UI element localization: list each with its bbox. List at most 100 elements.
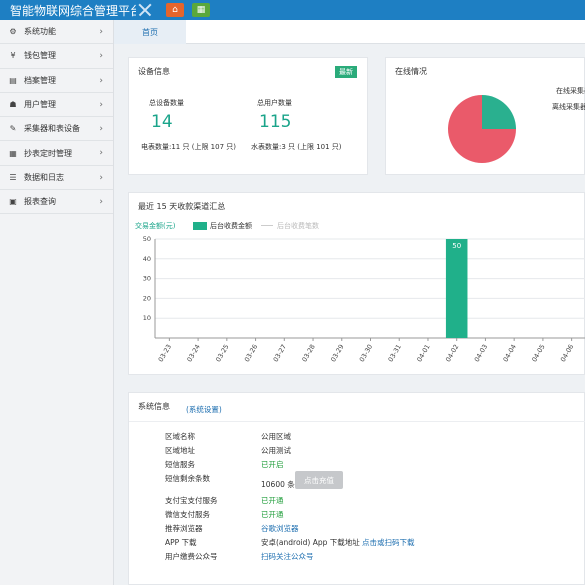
system-row-value: 已开通 [261, 510, 284, 519]
archive-icon: ▤ [9, 75, 17, 85]
x-tick-label: 04-06 [559, 343, 575, 363]
x-tick-label: 03-31 [387, 343, 403, 363]
users-icon: ☗ [9, 100, 17, 110]
sidebar-item-label: 档案管理 [24, 75, 56, 85]
system-row-value[interactable]: 扫码关注公众号 [261, 552, 314, 561]
system-info-panel: 系统信息 (系统设置) 区域名称 公用区域 区域地址 公用测试 短信服务 已开启 短信剩余条… [128, 392, 585, 585]
sidebar-item-label: 数据和日志 [24, 172, 64, 182]
electric-meter-info: 电表数量:11 只 (上限 107 只) [141, 143, 236, 151]
x-tick-label: 03-30 [358, 343, 374, 363]
chevron-right-icon: › [99, 148, 103, 159]
tab-home[interactable]: 首页 [114, 20, 186, 44]
sidebar-item-0[interactable]: ⚙ 系统功能 › [0, 20, 113, 45]
sidebar-item-7[interactable]: ▣ 报表查询 › [0, 190, 113, 215]
chevron-right-icon: › [99, 27, 103, 37]
tab-bar: 首页 [114, 20, 585, 44]
wrench-icon: ✎ [9, 124, 17, 134]
system-row-label: 区域地址 [165, 446, 195, 455]
x-tick-label: 04-05 [530, 343, 546, 363]
y-axis-label: 交易金额(元) [135, 222, 176, 230]
legend-swatch-amount [193, 222, 207, 230]
sidebar-item-2[interactable]: ▤ 档案管理 › [0, 69, 113, 93]
water-meter-info: 水表数量:3 只 (上限 101 只) [251, 143, 342, 151]
bar-chart: 10 20 30 40 50 03-23 03-24 03-25 03-26 03-27 03-28… [143, 235, 585, 363]
x-tick-label: 04-04 [502, 343, 518, 363]
chart-title: 最近 15 天收款渠道汇总 [138, 202, 226, 211]
close-icon[interactable] [136, 2, 152, 18]
chevron-right-icon: › [99, 99, 103, 110]
device-info-title: 设备信息 [138, 67, 170, 76]
legend-offline: 离线采集器 [552, 103, 585, 111]
system-row-value: 公用测试 [261, 446, 291, 455]
chevron-right-icon: › [99, 51, 103, 62]
sidebar-item-label: 钱包管理 [24, 51, 56, 61]
sidebar-item-5[interactable]: ▦ 抄表定时管理 › [0, 141, 113, 166]
chevron-right-icon: › [99, 172, 103, 183]
system-row-label: 支付宝支付服务 [165, 496, 218, 505]
payment-chart-panel: 最近 15 天收款渠道汇总 交易金额(元) 后台收费金额 后台收费笔数 10 20… [128, 192, 585, 375]
yen-icon: ¥ [10, 51, 16, 61]
online-status-panel: 在线情况 在线采集器 离线采集器 [385, 57, 585, 175]
gears-icon: ⚙ [9, 27, 17, 37]
chevron-right-icon: › [99, 197, 103, 208]
pie-slice-online [482, 95, 516, 129]
sidebar-item-4[interactable]: ✎ 采集器和表设备 › [0, 117, 113, 142]
y-tick-label: 20 [143, 294, 151, 302]
system-row-label: 区域名称 [165, 432, 195, 441]
bar-04-02 [445, 239, 468, 338]
online-status-title: 在线情况 [395, 67, 427, 76]
home-button[interactable]: ⌂ [166, 3, 184, 17]
x-tick-label: 03-25 [214, 343, 230, 363]
grid-icon: ▦ [196, 5, 206, 15]
chart-icon: ▣ [9, 197, 17, 207]
sidebar-item-3[interactable]: ☗ 用户管理 › [0, 93, 113, 118]
device-count-label: 总设备数量 [149, 99, 184, 107]
legend-amount[interactable]: 后台收费金额 [210, 222, 252, 230]
chevron-right-icon: › [99, 124, 103, 135]
online-pie-chart [448, 95, 516, 163]
x-tick-label: 03-23 [157, 343, 173, 363]
grid-button[interactable]: ▦ [192, 3, 210, 17]
sidebar-item-label: 采集器和表设备 [24, 124, 80, 134]
system-row-label: 短信服务 [165, 460, 195, 469]
legend-swatch-count [261, 225, 273, 226]
sidebar: ⚙ 系统功能 › ¥ 钱包管理 › ▤ 档案管理 › ☗ 用户管理 › ✎ 采集器和表设备 › ▦ 抄表定时管理… [0, 20, 114, 585]
y-tick-label: 50 [143, 235, 151, 243]
bar-data-label: 50 [452, 242, 461, 250]
system-settings-link[interactable]: (系统设置) [186, 405, 222, 414]
sidebar-item-label: 系统功能 [24, 27, 56, 37]
x-tick-label: 03-26 [243, 343, 259, 363]
app-download-link[interactable]: 点击或扫码下载 [362, 538, 415, 547]
user-count: 115 [259, 112, 292, 132]
y-tick-label: 40 [143, 255, 151, 263]
chevron-right-icon: › [99, 75, 103, 86]
system-row-value: 已开通 [261, 496, 284, 505]
sidebar-item-label: 用户管理 [24, 100, 56, 110]
x-tick-label: 04-01 [415, 343, 431, 363]
system-row-value[interactable]: 谷歌浏览器 [261, 524, 299, 533]
y-tick-label: 30 [143, 275, 151, 283]
sms-recharge-button[interactable]: 点击充值 [295, 471, 343, 489]
x-tick-label: 04-02 [444, 343, 460, 363]
y-tick-label: 10 [143, 314, 151, 322]
sidebar-item-1[interactable]: ¥ 钱包管理 › [0, 44, 113, 69]
system-info-title: 系统信息 [138, 402, 170, 411]
legend-online: 在线采集器 [556, 87, 585, 95]
system-row-value: 已开启 [261, 460, 284, 469]
system-row-label: APP 下载 [165, 538, 197, 547]
sidebar-item-6[interactable]: ☰ 数据和日志 › [0, 166, 113, 191]
system-row-label: 微信支付服务 [165, 510, 210, 519]
x-tick-label: 03-24 [185, 343, 201, 363]
home-icon: ⌂ [172, 5, 178, 15]
user-count-label: 总用户数量 [257, 99, 292, 107]
system-row-label: 用户缴费公众号 [165, 552, 218, 561]
calendar-icon: ▦ [9, 148, 17, 158]
device-info-panel: 设备信息 最新 总设备数量 14 总用户数量 115 电表数量:11 只 (上限… [128, 57, 368, 175]
sidebar-item-label: 报表查询 [24, 197, 56, 207]
system-row-value: 10600 条 [261, 480, 295, 489]
x-tick-label: 03-29 [329, 343, 345, 363]
database-icon: ☰ [9, 172, 17, 182]
legend-count[interactable]: 后台收费笔数 [277, 222, 319, 230]
system-row-label: 推荐浏览器 [165, 524, 203, 533]
top-bar: 智能物联网综合管理平台 ⌂ ▦ [0, 0, 585, 20]
